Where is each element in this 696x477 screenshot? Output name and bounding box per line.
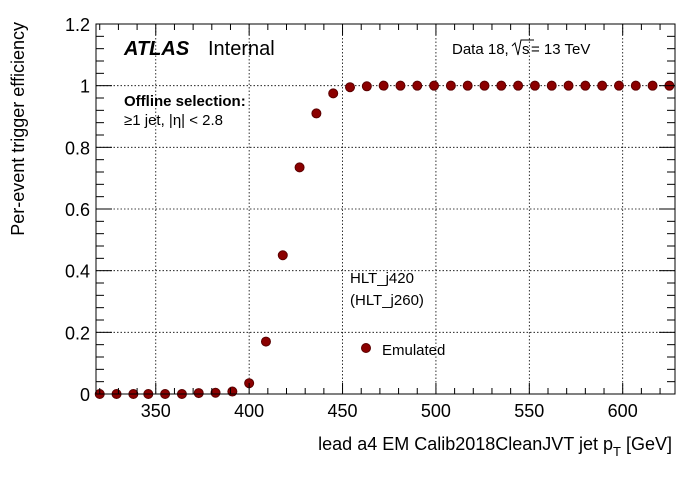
data-point bbox=[227, 386, 238, 397]
data-point bbox=[496, 80, 507, 91]
x-tick-label: 550 bbox=[514, 401, 544, 421]
x-axis-title: lead a4 EM Calib2018CleanJVT jet pT [GeV… bbox=[318, 434, 672, 459]
data-point bbox=[361, 81, 372, 92]
data-point bbox=[546, 80, 557, 91]
y-tick-label: 1 bbox=[80, 77, 90, 97]
energy-label: = 13 TeV bbox=[531, 41, 590, 58]
grid bbox=[96, 24, 675, 394]
y-tick-label: 0.8 bbox=[65, 138, 90, 158]
atlas-label: ATLAS bbox=[123, 38, 190, 60]
axis-ticks: 350 400 450 500 550 600 0 0.2 0.4 0.6 0.8 1 1.2 bbox=[65, 15, 675, 421]
y-tick-label: 0 bbox=[80, 385, 90, 405]
data-point bbox=[462, 80, 473, 91]
x-tick-label: 600 bbox=[608, 401, 638, 421]
data-point bbox=[260, 336, 271, 347]
data-point bbox=[597, 80, 608, 91]
data-point bbox=[328, 88, 339, 99]
legend-marker bbox=[361, 343, 371, 353]
y-tick-label: 0.2 bbox=[65, 323, 90, 343]
data-point bbox=[345, 82, 356, 93]
offline-selection-title: Offline selection: bbox=[124, 93, 246, 110]
data-point bbox=[529, 80, 540, 91]
data-point bbox=[412, 80, 423, 91]
data-point bbox=[613, 80, 624, 91]
data-point bbox=[277, 250, 288, 261]
y-axis-title: Per-event trigger efficiency bbox=[8, 22, 28, 236]
data-point bbox=[395, 80, 406, 91]
data-point bbox=[479, 80, 490, 91]
data-point bbox=[378, 80, 389, 91]
data-point bbox=[563, 80, 574, 91]
sqrt-symbol bbox=[511, 39, 534, 56]
data-point bbox=[311, 108, 322, 119]
x-tick-label: 350 bbox=[141, 401, 171, 421]
plot-frame bbox=[95, 23, 676, 395]
data-point bbox=[513, 80, 524, 91]
data-point bbox=[193, 388, 204, 399]
data-point bbox=[210, 387, 221, 398]
internal-label: Internal bbox=[208, 38, 275, 60]
x-tick-label: 500 bbox=[421, 401, 451, 421]
data-point bbox=[647, 80, 658, 91]
legend-label: Emulated bbox=[382, 342, 445, 359]
trigger-name: HLT_j420 bbox=[350, 270, 414, 287]
data-point bbox=[294, 162, 305, 173]
offline-selection-cut: ≥1 jet, |η| < 2.8 bbox=[124, 112, 223, 129]
sqrt-s-label: s bbox=[522, 41, 530, 58]
data-point bbox=[445, 80, 456, 91]
y-tick-label: 1.2 bbox=[65, 15, 90, 35]
data-point bbox=[580, 80, 591, 91]
y-tick-label: 0.6 bbox=[65, 200, 90, 220]
y-tick-label: 0.4 bbox=[65, 262, 90, 282]
data-point bbox=[630, 80, 641, 91]
trigger-reference: (HLT_j260) bbox=[350, 292, 424, 309]
x-tick-label: 400 bbox=[234, 401, 264, 421]
data-point bbox=[429, 80, 440, 91]
legend: Emulated bbox=[361, 342, 445, 359]
x-tick-label: 450 bbox=[328, 401, 358, 421]
data-label: Data 18, bbox=[452, 41, 509, 58]
